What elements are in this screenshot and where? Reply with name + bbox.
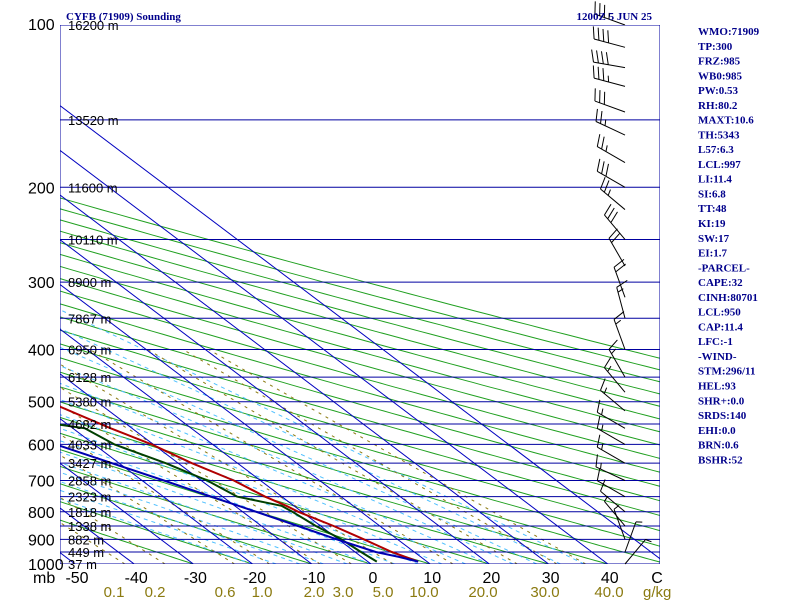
index-entry: WB0:985 xyxy=(698,70,743,82)
height-label: 13520 m xyxy=(68,113,119,128)
height-label: 2323 m xyxy=(68,490,111,505)
mixing-ratio-label: 40.0 xyxy=(594,584,623,600)
mixing-ratio-label: 0.6 xyxy=(215,584,236,600)
height-label: 2858 m xyxy=(68,474,111,489)
mixing-ratio-label: 1.0 xyxy=(252,584,273,600)
index-entry: EHI:0.0 xyxy=(698,425,736,437)
index-entry: CAP:11.4 xyxy=(698,321,743,333)
index-entry: MAXT:10.6 xyxy=(698,115,754,127)
pressure-tick-label: 600 xyxy=(28,437,55,454)
mixing-ratio-label: 30.0 xyxy=(530,584,559,600)
mixing-ratio-label: 3.0 xyxy=(333,584,354,600)
mixing-ratio-label: 5.0 xyxy=(373,584,394,600)
index-entry: TP:300 xyxy=(698,41,733,53)
index-entry: -WIND- xyxy=(698,351,737,363)
temp-tick-label: -50 xyxy=(65,570,88,587)
index-entry: WMO:71909 xyxy=(698,26,760,38)
index-entry: RH:80.2 xyxy=(698,100,738,112)
height-label: 5380 m xyxy=(68,395,111,410)
index-entry: TH:5343 xyxy=(698,129,740,141)
height-label: 10110 m xyxy=(68,232,118,247)
index-entry: KI:19 xyxy=(698,218,726,230)
pressure-tick-label: 400 xyxy=(28,343,55,360)
index-entry: CINH:80701 xyxy=(698,292,758,304)
index-entry: BRN:0.6 xyxy=(698,440,739,452)
height-label: 8900 m xyxy=(68,275,111,290)
y-axis-unit: mb xyxy=(33,570,55,587)
index-entry: CAPE:32 xyxy=(698,277,743,289)
mixing-ratio-label: 10.0 xyxy=(409,584,438,600)
mixing-ratio-label: 20.0 xyxy=(468,584,497,600)
index-entry: SI:6.8 xyxy=(698,188,726,200)
height-label: 4682 m xyxy=(68,417,111,432)
valid-time: 1200Z 5 JUN 25 xyxy=(577,11,653,23)
index-entry: STM:296/11 xyxy=(698,366,755,378)
height-label: 3427 m xyxy=(68,456,111,471)
height-label: 6128 m xyxy=(68,370,111,385)
pressure-tick-label: 200 xyxy=(28,180,55,197)
index-entry: EI:1.7 xyxy=(698,248,728,260)
mixing-ratio-label: 2.0 xyxy=(304,584,325,600)
index-entry: SRDS:140 xyxy=(698,410,747,422)
height-label: 1818 m xyxy=(68,505,111,520)
index-entry: BSHR:52 xyxy=(698,454,743,466)
height-label: 6950 m xyxy=(68,343,111,358)
index-entry: -PARCEL- xyxy=(698,262,750,274)
index-entry: HEL:93 xyxy=(698,380,736,392)
index-entry: L57:6.3 xyxy=(698,144,734,156)
index-entry: SHR+:0.0 xyxy=(698,395,745,407)
pressure-tick-label: 700 xyxy=(28,474,55,491)
height-label: 7867 m xyxy=(68,311,111,326)
index-entry: SW:17 xyxy=(698,233,730,245)
pressure-tick-label: 100 xyxy=(28,17,55,34)
mixing-ratio-label: 0.2 xyxy=(145,584,166,600)
index-entry: LFC:-1 xyxy=(698,336,733,348)
height-label: 11600 m xyxy=(68,180,118,195)
index-entry: LI:11.4 xyxy=(698,174,732,186)
index-entry: LCL:950 xyxy=(698,307,741,319)
height-label: 4033 m xyxy=(68,437,111,452)
index-entry: PW:0.53 xyxy=(698,85,739,97)
index-entry: TT:48 xyxy=(698,203,727,215)
mixing-ratio-label: 0.1 xyxy=(104,584,125,600)
pressure-tick-label: 500 xyxy=(28,395,55,412)
pressure-tick-label: 800 xyxy=(28,505,55,522)
pressure-tick-label: 900 xyxy=(28,532,55,549)
pressure-tick-label: 300 xyxy=(28,275,55,292)
mixing-ratio-unit: g/kg xyxy=(643,584,671,600)
index-entry: FRZ:985 xyxy=(698,56,741,68)
temp-tick-label: -30 xyxy=(184,570,207,587)
station-title: CYFB (71909) Sounding xyxy=(66,11,181,23)
index-entry: LCL:997 xyxy=(698,159,741,171)
